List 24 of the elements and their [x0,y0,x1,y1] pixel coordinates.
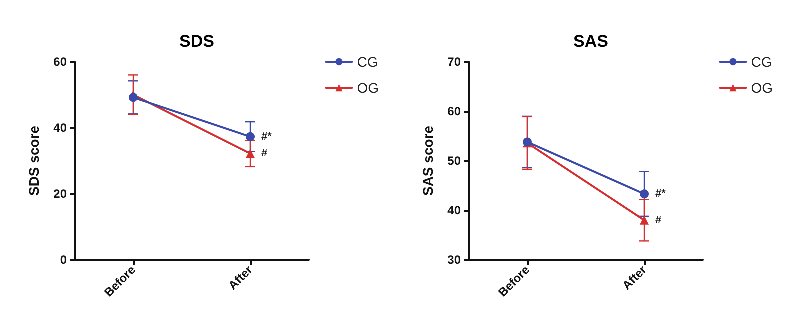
y-tick-label: 50 [448,154,462,168]
y-tick-label: 30 [448,253,462,267]
annotation: # [656,214,662,226]
legend-label: CG [751,54,772,70]
y-axis-title: SAS score [420,126,436,196]
legend-label: OG [751,80,773,96]
y-tick-label: 40 [54,121,68,135]
y-tick-label: 70 [448,55,462,69]
y-tick-label: 0 [60,253,68,267]
y-tick-label: 40 [448,204,462,218]
chart-title: SAS [574,32,608,51]
point [640,190,649,199]
y-tick-label: 60 [448,104,462,118]
y-tick-label: 60 [54,55,68,69]
y-tick-label: 20 [54,187,68,201]
y-axis-title: SDS score [26,126,42,196]
point [129,93,138,102]
legend-label: CG [357,54,378,70]
point [246,132,255,142]
annotation: #* [656,188,667,200]
chart-title: SDS [180,32,214,51]
legend-label: OG [357,80,379,96]
annotation: # [262,148,268,160]
annotation: #* [262,130,273,143]
